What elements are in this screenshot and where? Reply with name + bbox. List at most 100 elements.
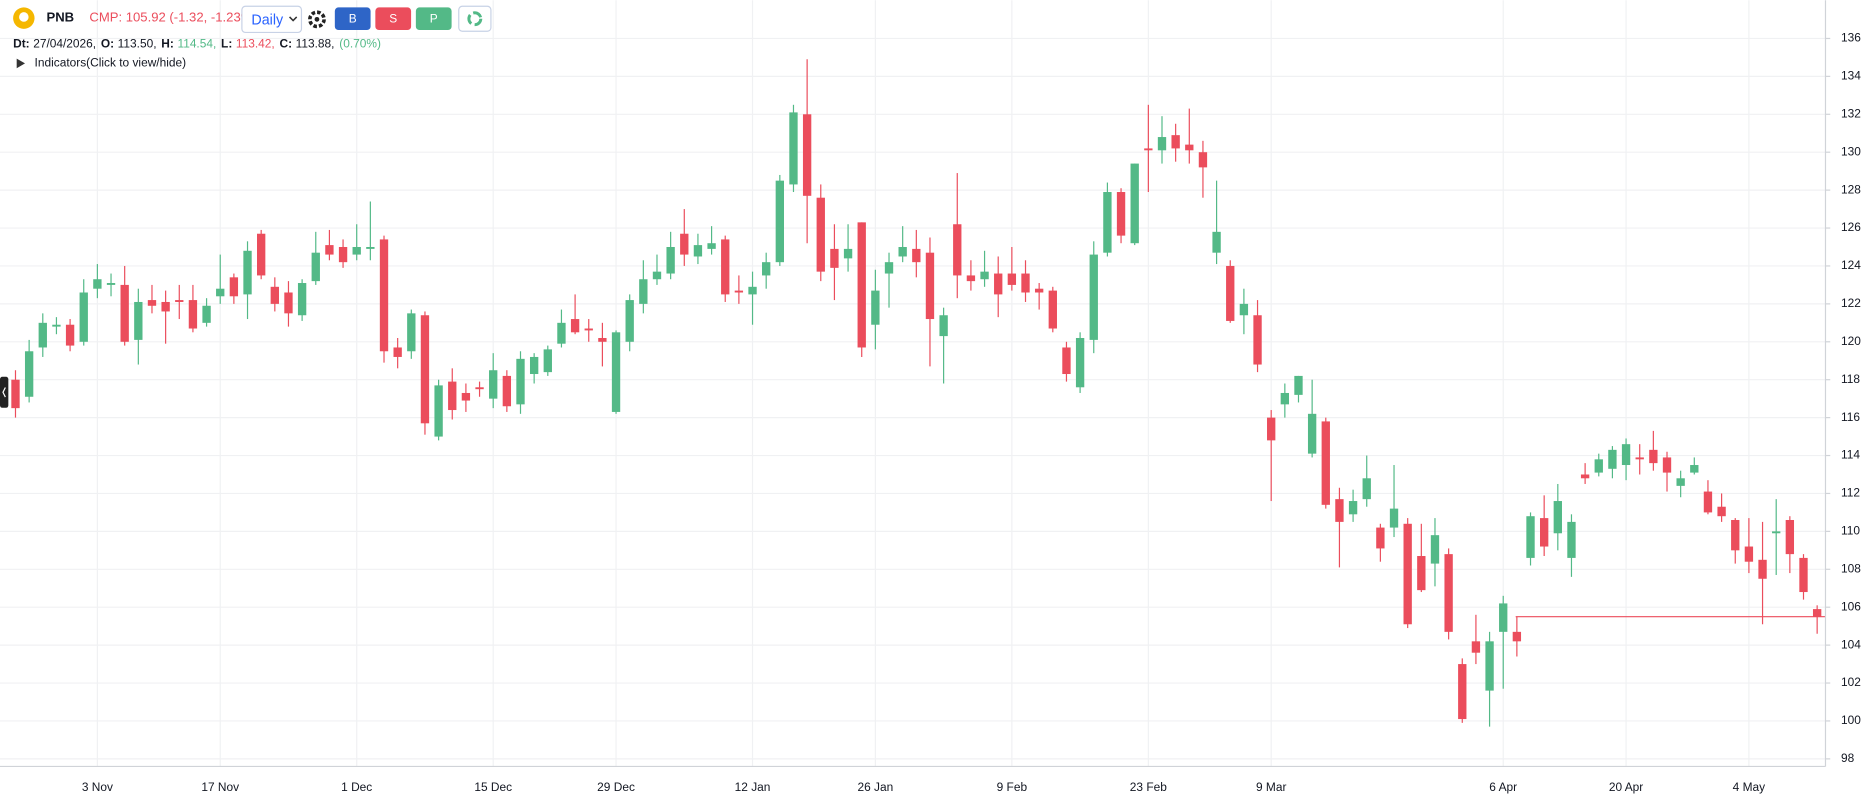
x-tick-label: 12 Jan [735,780,771,794]
candle-body [257,233,266,276]
y-tick-label: 128 [1841,182,1861,196]
logo-inner [19,12,29,22]
indicators-label[interactable]: Indicators(Click to view/hide) [35,56,187,70]
candle-body [1526,516,1535,558]
y-tick-label: 106 [1841,599,1861,613]
candle-body [1157,137,1167,151]
x-tick-label: 23 Feb [1130,780,1167,794]
candle-body [1799,557,1808,593]
candle-body [120,284,129,342]
candle-body [1499,603,1508,632]
candle-body [1417,556,1426,591]
ohlc-label: L: [221,36,232,50]
candle-body [175,300,184,302]
candle-body [789,112,798,185]
candle-body [502,375,512,407]
candle-body [557,322,566,344]
candle-body [1758,559,1767,579]
sell-button[interactable] [375,7,412,31]
candle-body [38,322,47,348]
interval-select[interactable] [241,5,303,34]
x-tick-label: 20 Apr [1609,780,1643,794]
candle-body [1376,527,1385,549]
candle-body [1116,192,1126,236]
candle-body [980,271,989,280]
y-tick-label: 124 [1841,258,1861,272]
candle-body [297,283,307,316]
candle-body [1403,523,1412,625]
x-tick-label: 9 Feb [997,780,1028,794]
candle-body [1198,152,1208,168]
candle-body [1335,499,1344,522]
ohlc-label: C: [280,36,293,50]
candle-body [147,300,157,306]
settings-icon[interactable] [308,10,326,29]
candle-body [489,370,498,399]
candle-body [939,315,948,337]
candle-body [461,392,471,401]
y-tick-label: 130 [1841,144,1861,158]
y-axis: 98 100 102 104 106 108 110 112 114 116 118 120 122 12… [1825,31,1861,765]
candle-body [448,381,457,411]
ohlc-label: O: [101,36,114,50]
candle-body [1690,465,1699,473]
candle-body [229,277,239,297]
y-tick-label: 104 [1841,637,1861,651]
candle-body [516,358,525,405]
p-label: P [430,11,438,25]
candle-body [1130,163,1139,244]
settings-icon-center [314,16,320,22]
candle-body [1034,288,1044,293]
p-button[interactable] [415,7,452,31]
candle-body [1226,265,1235,321]
candle-body [721,239,730,295]
candle-body [1485,641,1494,691]
candle-body [1717,506,1726,517]
candle-body [1662,457,1672,473]
y-tick-label: 102 [1841,675,1861,689]
candle-body [1744,546,1754,562]
candle-body [1144,148,1153,151]
y-tick-label: 126 [1841,220,1861,234]
y-tick-label: 100 [1841,713,1861,727]
ohlc-change: (0.70%) [339,36,381,50]
candle-body [966,275,976,282]
candle-body [884,262,894,274]
candle-body [1280,392,1290,405]
candle-body [1608,449,1617,469]
candle-body [311,252,320,282]
candle-body [625,300,634,342]
candle-body [1676,478,1685,486]
candle-body [1089,254,1098,340]
candle-body [912,248,921,263]
candle-body [65,324,75,346]
y-tick-label: 120 [1841,334,1861,348]
candle-body [1635,457,1644,460]
candle-body [475,387,484,390]
side-panel-handle[interactable] [0,376,9,408]
cmp: CMP: 105.92 (-1.32, -1.23%) [89,10,256,25]
candle-body [420,315,430,424]
candle-body [1171,135,1180,149]
y-tick-label: 108 [1841,561,1861,575]
x-tick-label: 17 Nov [201,780,239,794]
side-panel-caret [2,387,6,398]
candle-body [24,351,34,397]
indicators-toggle[interactable] [16,58,26,69]
x-tick-label: 3 Nov [82,780,113,794]
x-tick-label: 4 May [1733,780,1765,794]
candle-body [857,222,866,348]
interval-label: Daily [251,12,284,28]
candle-body [1321,421,1330,505]
y-tick-label: 114 [1841,448,1860,462]
candle-body [1007,273,1017,285]
color-button[interactable] [458,5,492,32]
candle-body [338,246,348,263]
candle-body [529,356,539,375]
buy-button[interactable] [334,7,371,31]
candle-body [202,305,211,323]
x-tick-label: 1 Dec [341,780,372,794]
candle-body [734,290,744,293]
candle-body [843,248,853,259]
